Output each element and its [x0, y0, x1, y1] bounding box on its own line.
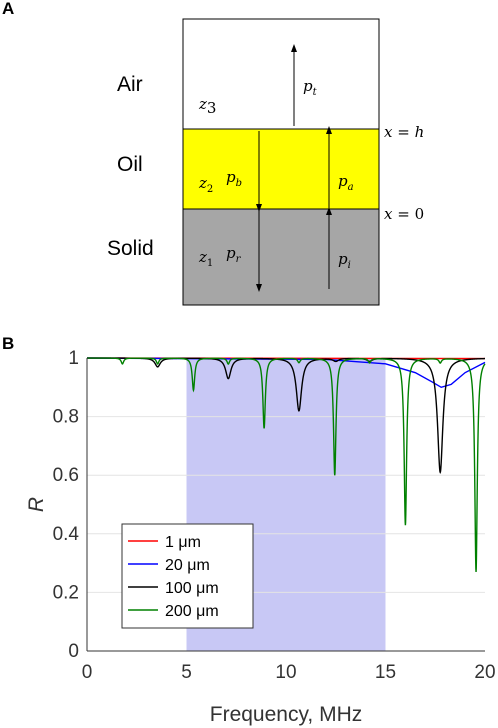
x-tick-label: 15: [375, 662, 396, 683]
reflection-chart: 00.20.40.60.810 5 10 15 20 Frequency, MHz R …: [25, 348, 496, 726]
legend-label: 20 μm: [165, 557, 210, 574]
boundary-label-top: x = h: [384, 123, 424, 141]
x-tick-label: 20: [474, 662, 495, 683]
medium-label-solid: Solid: [107, 237, 154, 260]
legend: 1 μm 20 μm 100 μm 200 μm: [121, 523, 254, 629]
axes: [86, 358, 485, 652]
y-tick-label: 0.2: [53, 582, 79, 603]
y-tick-label: 0: [68, 641, 79, 662]
series-layer: [86, 357, 486, 573]
x-tick-label: 10: [275, 662, 296, 683]
medium-label-air: Air: [117, 73, 143, 96]
impedance-label-air: z3: [198, 95, 216, 117]
x-tick-label: 0: [82, 662, 93, 683]
y-tick-label: 1: [68, 348, 79, 369]
solid-layer: [182, 208, 380, 306]
y-axis-label: R: [25, 497, 48, 512]
series-line-3: [87, 357, 486, 573]
legend-label: 100 μm: [165, 580, 219, 597]
y-tick-label: 0.8: [53, 407, 79, 428]
x-tick-label: 5: [181, 662, 192, 683]
air-layer: [182, 18, 380, 130]
y-tick-label: 0.6: [53, 465, 79, 486]
medium-label-oil: Oil: [117, 153, 143, 176]
layer-diagram: Air Oil Solid z3 z2 z1 pt pb pa pr pi x …: [107, 18, 424, 306]
legend-label: 200 μm: [165, 603, 219, 620]
oil-layer: [182, 128, 380, 210]
tick-labels: 00.20.40.60.810 5 10 15 20: [53, 348, 496, 683]
panel-a-letter: A: [2, 0, 14, 18]
panel-b-letter: B: [2, 334, 14, 353]
y-tick-label: 0.4: [53, 524, 80, 545]
boundary-label-bottom: x = 0: [384, 205, 424, 223]
x-axis-label: Frequency, MHz: [210, 703, 363, 726]
legend-label: 1 μm: [165, 534, 201, 551]
